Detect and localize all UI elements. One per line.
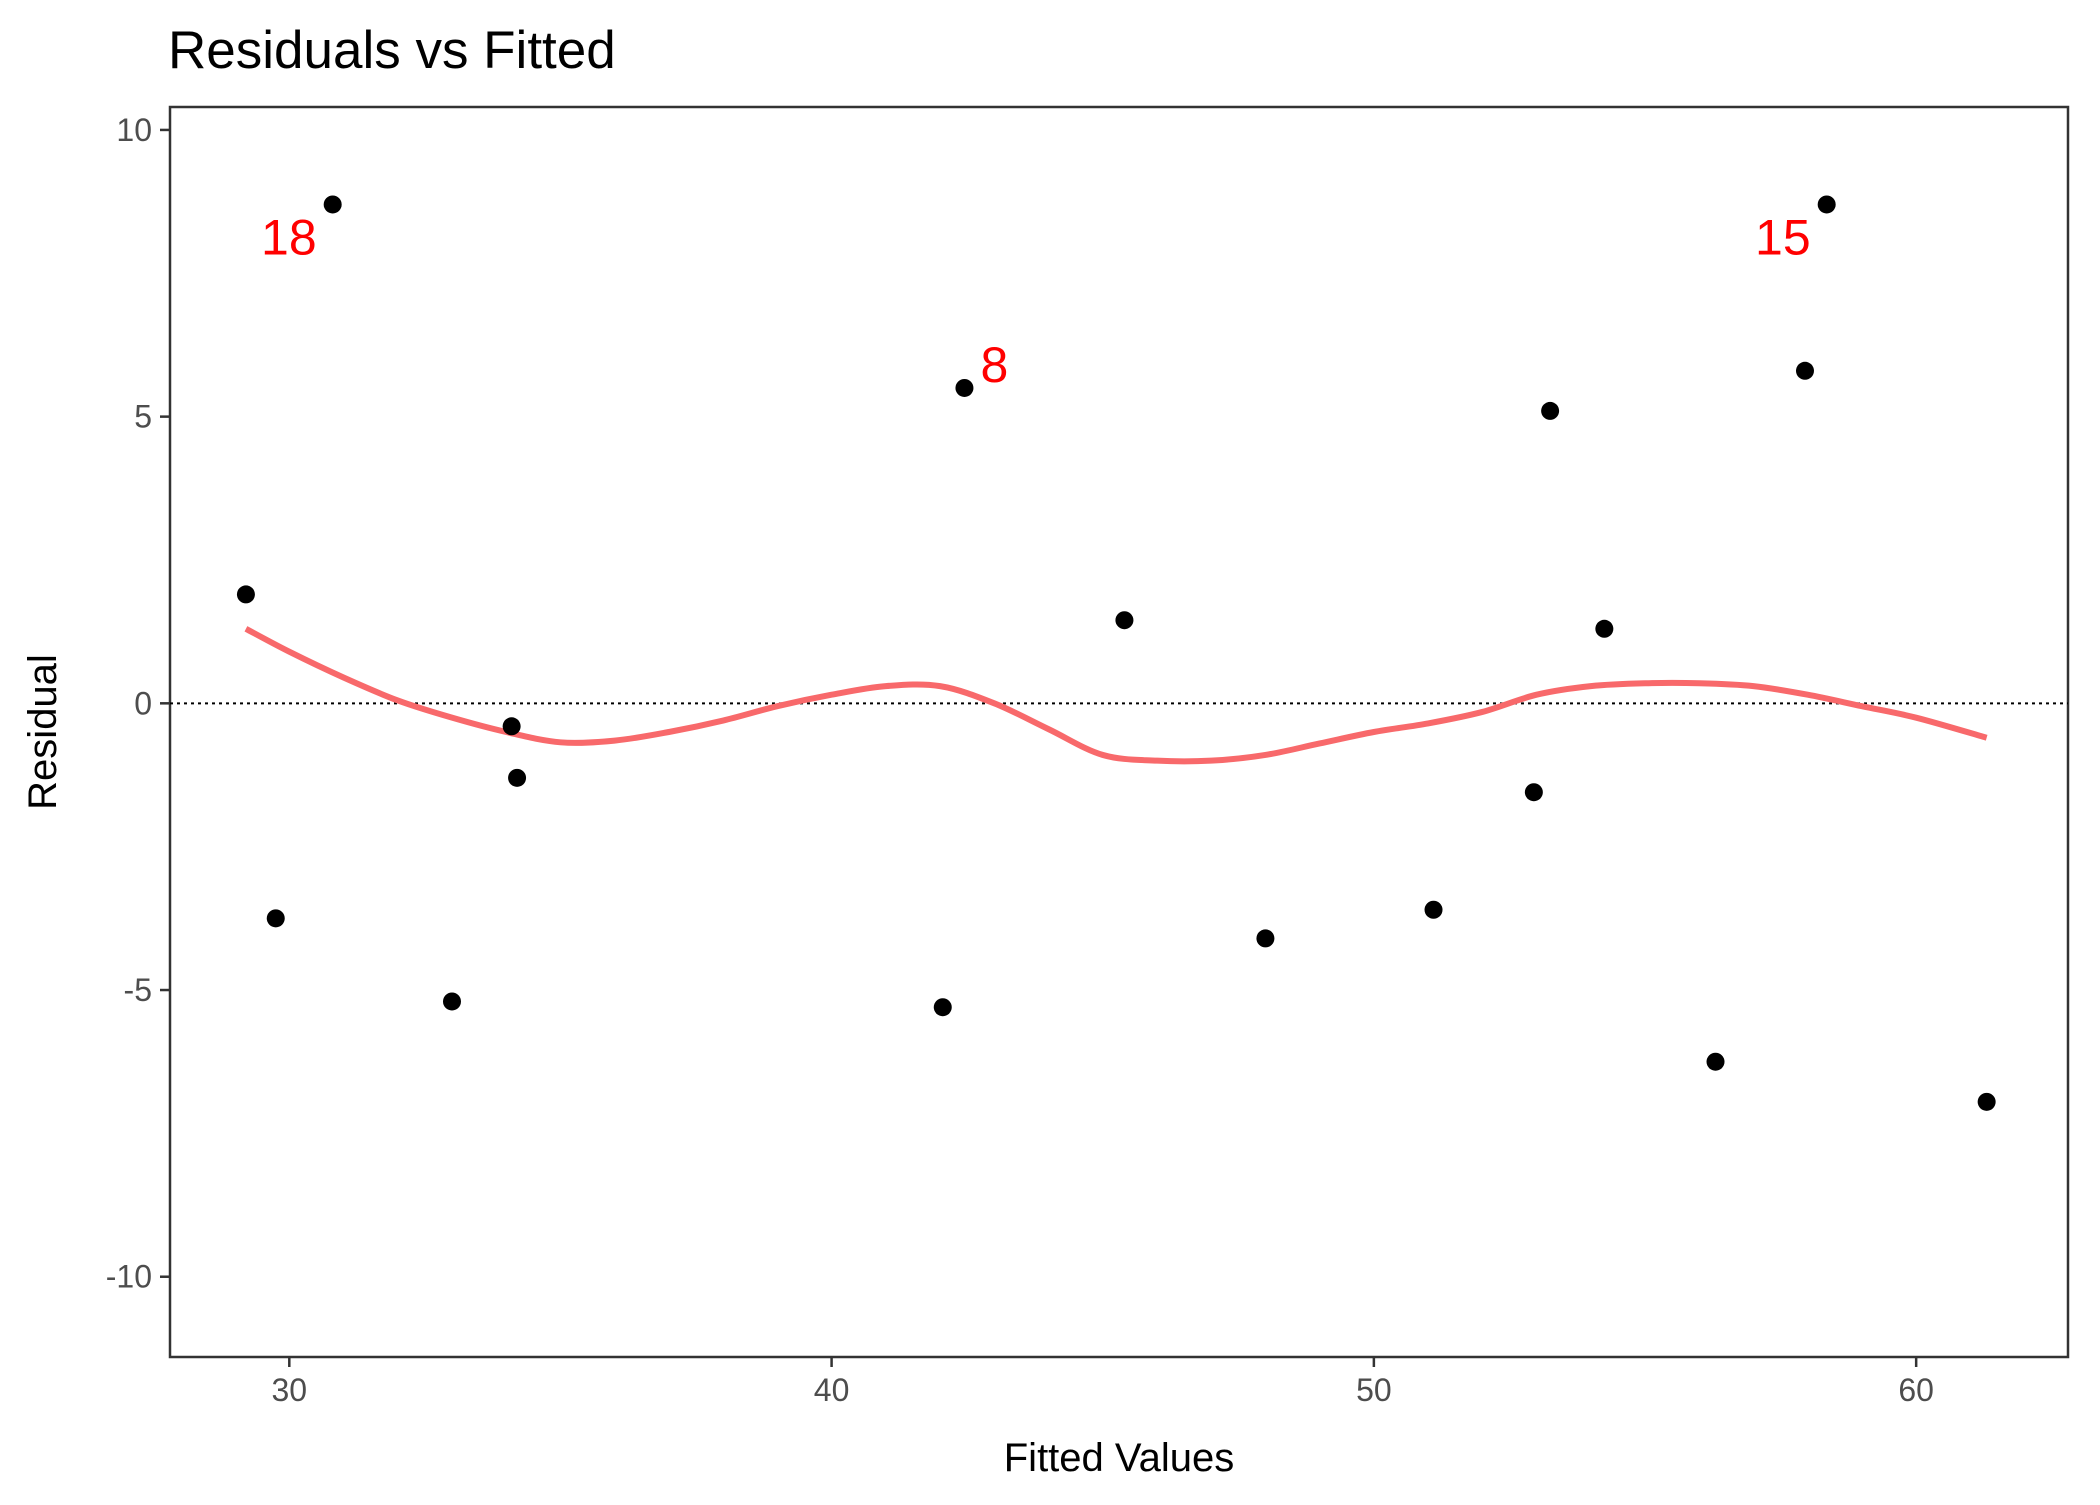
plot-panel [168,105,2070,1359]
data-point [933,998,952,1017]
data-point [323,195,342,214]
data-point [266,909,285,928]
point-label: 15 [1755,209,1811,265]
point-label: 18 [261,209,317,265]
smooth-layer [244,626,1988,765]
data-point [1977,1092,1996,1111]
data-point [236,585,255,604]
x-axis-title: Fitted Values [1004,1436,1235,1480]
data-point [1115,611,1134,630]
y-tick-label: -5 [124,972,152,1008]
data-point [1424,900,1443,919]
smooth-line [244,626,1988,765]
data-point [1541,401,1560,420]
data-point [955,378,974,397]
point-labels-layer: 18 8 15 [261,209,1811,392]
data-point [1817,195,1836,214]
point-label: 8 [980,337,1008,393]
data-point [508,768,527,787]
data-point [502,717,521,736]
x-tick-label: 60 [1898,1372,1934,1408]
x-axis: 30 40 50 60 [272,1357,1934,1408]
y-tick-label: -10 [106,1259,152,1295]
data-point [442,992,461,1011]
chart-title: Residuals vs Fitted [168,21,616,80]
y-tick-label: 10 [116,112,152,148]
data-point [1524,783,1543,802]
y-axis-title: Residual [21,654,65,810]
points-layer [236,195,1996,1111]
y-tick-label: 0 [134,685,152,721]
data-point [1256,929,1275,948]
x-tick-label: 50 [1356,1372,1392,1408]
x-tick-label: 30 [272,1372,308,1408]
data-point [1795,361,1814,380]
data-point [1706,1052,1725,1071]
x-tick-label: 40 [814,1372,850,1408]
y-axis: -10 -5 0 5 10 [106,112,170,1295]
y-tick-label: 5 [134,399,152,435]
data-point [1595,619,1614,638]
